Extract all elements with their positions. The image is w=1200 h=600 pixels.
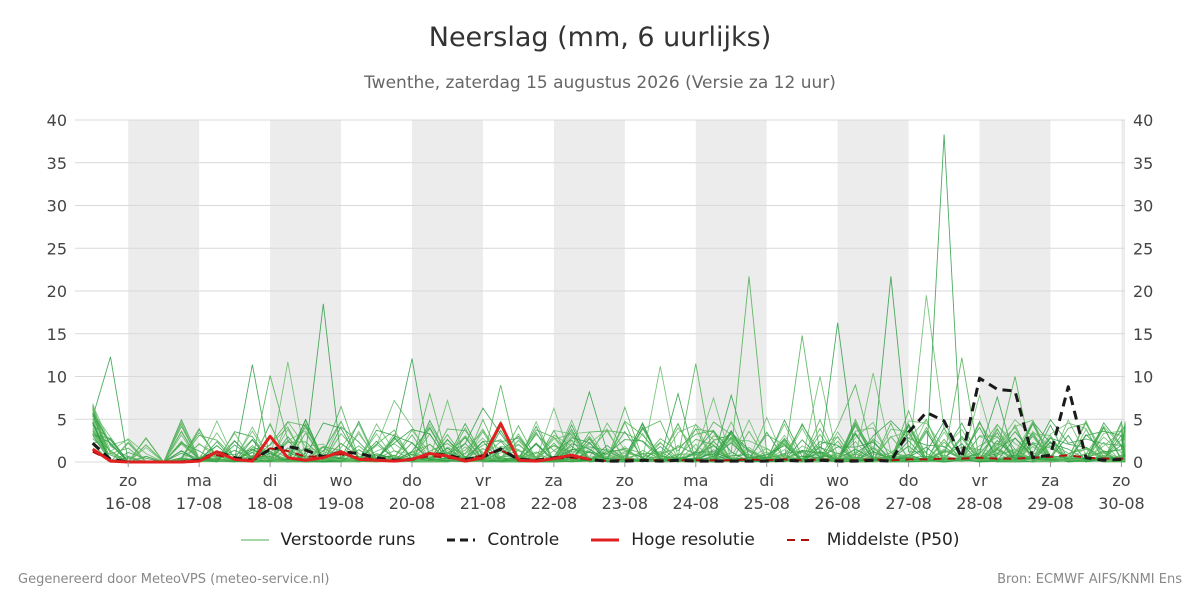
legend-label: Verstoorde runs bbox=[280, 530, 416, 550]
x-tick-date: 30-08 bbox=[1098, 494, 1145, 513]
x-tick-date: 19-08 bbox=[318, 494, 365, 513]
main-series bbox=[91, 376, 1125, 464]
legend-item-hoge-resolutie[interactable]: Hoge resolutie bbox=[591, 530, 755, 550]
footer-generator: Gegenereerd door MeteoVPS (meteo-service… bbox=[18, 572, 330, 587]
x-tick-date: 24-08 bbox=[673, 494, 720, 513]
legend-item-controle[interactable]: Controle bbox=[447, 530, 559, 550]
x-tick-day: vr bbox=[475, 471, 491, 490]
y-tick-label: 0 bbox=[57, 453, 67, 472]
y-tick-label: 35 bbox=[1133, 154, 1153, 173]
legend-swatch-middelste bbox=[786, 539, 815, 541]
y-tick-label: 25 bbox=[1133, 239, 1153, 258]
x-tick-date: 25-08 bbox=[743, 494, 790, 513]
y-axis-left: 0 5 10 15 20 25 30 35 40 bbox=[47, 111, 67, 472]
legend-item-middelste[interactable]: Middelste (P50) bbox=[786, 530, 960, 550]
y-tick-label: 15 bbox=[1133, 325, 1153, 344]
x-tick-day: zo bbox=[1112, 471, 1130, 490]
footer-source: Bron: ECMWF AIFS/KNMI Ens bbox=[997, 572, 1182, 587]
x-tick-day: ma bbox=[186, 471, 211, 490]
x-tick-day: do bbox=[402, 471, 422, 490]
ensemble-run-20 bbox=[92, 363, 1126, 463]
y-tick-label: 30 bbox=[1133, 197, 1153, 216]
y-tick-label: 40 bbox=[47, 111, 67, 130]
x-tick-date: 23-08 bbox=[602, 494, 649, 513]
y-tick-label: 5 bbox=[57, 410, 67, 429]
y-tick-label: 35 bbox=[47, 154, 67, 173]
y-tick-label: 30 bbox=[47, 197, 67, 216]
y-tick-label: 15 bbox=[47, 325, 67, 344]
x-tick-date: 21-08 bbox=[460, 494, 507, 513]
y-axis-right: 0 5 10 15 20 25 30 35 40 bbox=[1133, 111, 1153, 472]
ensemble-run-38 bbox=[92, 376, 1126, 463]
y-tick-label: 40 bbox=[1133, 111, 1153, 130]
y-tick-label: 5 bbox=[1133, 410, 1143, 429]
y-tick-label: 20 bbox=[47, 282, 67, 301]
chart-title: Neerslag (mm, 6 uurlijks) bbox=[428, 22, 772, 53]
x-tick-date: 29-08 bbox=[1027, 494, 1074, 513]
legend-label: Hoge resolutie bbox=[631, 530, 755, 550]
legend-label: Middelste (P50) bbox=[826, 530, 960, 550]
x-tick-day: wo bbox=[826, 471, 849, 490]
y-tick-label: 10 bbox=[47, 368, 67, 387]
legend-swatch-hoge-resolutie bbox=[591, 538, 620, 542]
x-tick-day: vr bbox=[972, 471, 988, 490]
x-tick-date: 28-08 bbox=[956, 494, 1003, 513]
x-tick-date: 27-08 bbox=[885, 494, 932, 513]
x-tick-day: wo bbox=[330, 471, 353, 490]
series-controle bbox=[91, 376, 1125, 464]
legend-item-verstoorde-runs[interactable]: Verstoorde runs bbox=[240, 530, 416, 550]
legend: Verstoorde runs Controle Hoge resolutie … bbox=[0, 530, 1200, 550]
legend-label: Controle bbox=[487, 530, 560, 550]
x-tick-date: 26-08 bbox=[814, 494, 861, 513]
x-tick-day: do bbox=[899, 471, 919, 490]
x-axis: zo 16-08 ma 17-08 di 18-08 wo 19-08 do 20-08 vr 21-… bbox=[105, 462, 1145, 513]
ensemble-runs bbox=[92, 134, 1126, 463]
x-tick-date: 17-08 bbox=[176, 494, 223, 513]
x-tick-day: di bbox=[759, 471, 774, 490]
x-tick-date: 22-08 bbox=[531, 494, 578, 513]
legend-swatch-controle bbox=[447, 538, 476, 542]
x-tick-day: di bbox=[263, 471, 278, 490]
x-tick-day: za bbox=[1041, 471, 1059, 490]
x-tick-day: zo bbox=[616, 471, 634, 490]
legend-swatch-verstoorde-runs bbox=[240, 539, 269, 541]
x-tick-date: 16-08 bbox=[105, 494, 152, 513]
series-hoge-resolutie bbox=[91, 422, 590, 464]
x-tick-day: zo bbox=[119, 471, 137, 490]
chart-subtitle: Twenthe, zaterdag 15 augustus 2026 (Vers… bbox=[364, 73, 836, 93]
y-tick-label: 25 bbox=[47, 239, 67, 258]
y-tick-label: 0 bbox=[1133, 453, 1143, 472]
x-tick-date: 20-08 bbox=[389, 494, 436, 513]
x-tick-day: za bbox=[545, 471, 563, 490]
y-tick-label: 20 bbox=[1133, 282, 1153, 301]
y-tick-label: 10 bbox=[1133, 368, 1153, 387]
x-tick-day: ma bbox=[683, 471, 708, 490]
x-tick-date: 18-08 bbox=[247, 494, 294, 513]
